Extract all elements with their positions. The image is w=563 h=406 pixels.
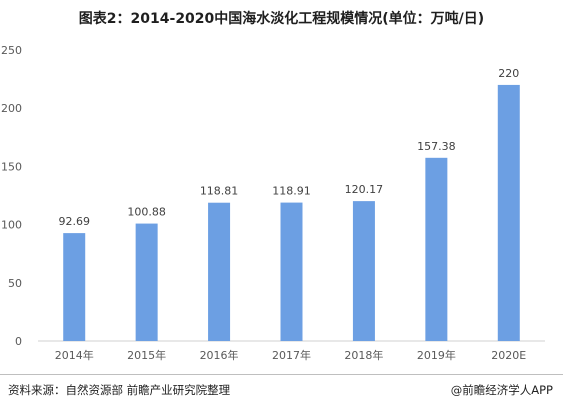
x-tick-label: 2016年: [200, 348, 239, 362]
bar: [280, 202, 303, 341]
y-tick-label: 100: [1, 219, 22, 232]
y-tick-label: 150: [1, 160, 22, 173]
x-tick-label: 2018年: [344, 348, 383, 362]
bar: [425, 157, 448, 341]
bar: [497, 84, 520, 342]
bar: [135, 223, 158, 341]
bar-chart: 0 50 100 150 200 250 92.69 2014年 100.88 2015年 118.…: [1, 44, 545, 362]
data-label: 220: [498, 67, 519, 80]
x-tick-label: 2015年: [127, 348, 166, 362]
data-label: 157.38: [417, 140, 456, 153]
data-label: 118.81: [200, 185, 239, 198]
bar: [208, 202, 231, 341]
x-tick-label: 2014年: [55, 348, 94, 362]
y-tick-label: 250: [1, 44, 22, 57]
y-tick-label: 200: [1, 102, 22, 115]
bar: [63, 233, 86, 341]
y-tick-label: 0: [15, 335, 22, 348]
data-label: 120.17: [345, 183, 384, 196]
y-tick-label: 50: [8, 277, 22, 290]
chart-title: 图表2：2014-2020中国海水淡化工程规模情况(单位：万吨/日): [78, 11, 485, 27]
x-tick-label: 2020E: [491, 349, 526, 362]
bar: [352, 201, 375, 341]
x-tick-label: 2017年: [272, 348, 311, 362]
data-label: 100.88: [127, 206, 166, 219]
x-tick-label: 2019年: [417, 348, 456, 362]
brand-credit: @前瞻经济学人APP: [450, 383, 553, 397]
data-label: 92.69: [58, 215, 90, 228]
source-note: 资料来源：自然资源部 前瞻产业研究院整理: [8, 383, 231, 397]
data-label: 118.91: [272, 185, 311, 198]
divider: [0, 374, 563, 375]
